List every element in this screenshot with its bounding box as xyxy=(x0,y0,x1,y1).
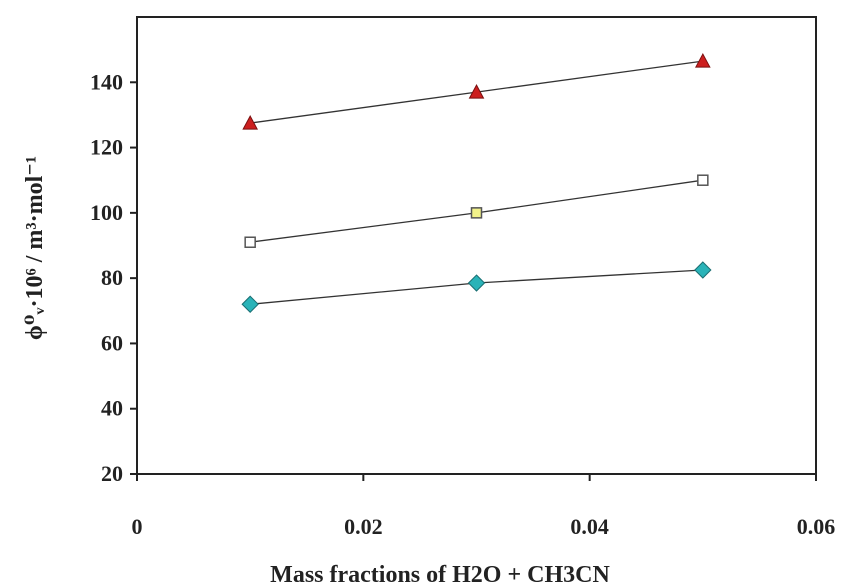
data-point-square xyxy=(697,174,709,186)
data-point-triangle xyxy=(468,84,485,99)
y-tick-label: 120 xyxy=(90,135,123,160)
y-tick-label: 80 xyxy=(101,265,123,290)
data-point-diamond xyxy=(241,295,259,313)
y-tick-label: 100 xyxy=(90,200,123,225)
x-tick-label: 0.02 xyxy=(344,514,383,539)
series-square xyxy=(244,174,709,248)
data-point-diamond xyxy=(694,261,712,279)
x-tick-label: 0 xyxy=(132,514,143,539)
y-tick-label: 140 xyxy=(90,69,123,94)
data-point-square xyxy=(244,236,256,248)
plot-frame xyxy=(136,16,817,475)
y-axis-title: ϕ⁰ᵥ·10⁶ / m³·mol⁻¹ xyxy=(22,156,48,340)
data-point-triangle xyxy=(694,53,711,68)
y-axis: 20 40 60 80 100 120 140 xyxy=(90,69,137,486)
x-tick-label: 0.04 xyxy=(570,514,609,539)
y-tick-label: 60 xyxy=(101,330,123,355)
y-tick-label: 20 xyxy=(101,461,123,486)
y-tick-label: 40 xyxy=(101,396,123,421)
series-diamond xyxy=(241,261,712,313)
series-triangle xyxy=(242,53,711,130)
x-axis-title: Mass fractions of H2O + CH3CN xyxy=(270,562,610,587)
data-point-square xyxy=(470,207,483,219)
x-axis: 0 0.02 0.04 0.06 xyxy=(132,474,836,539)
data-point-triangle xyxy=(242,115,259,130)
series-layer xyxy=(241,53,712,313)
data-point-diamond xyxy=(467,274,486,292)
x-tick-label: 0.06 xyxy=(797,514,836,539)
